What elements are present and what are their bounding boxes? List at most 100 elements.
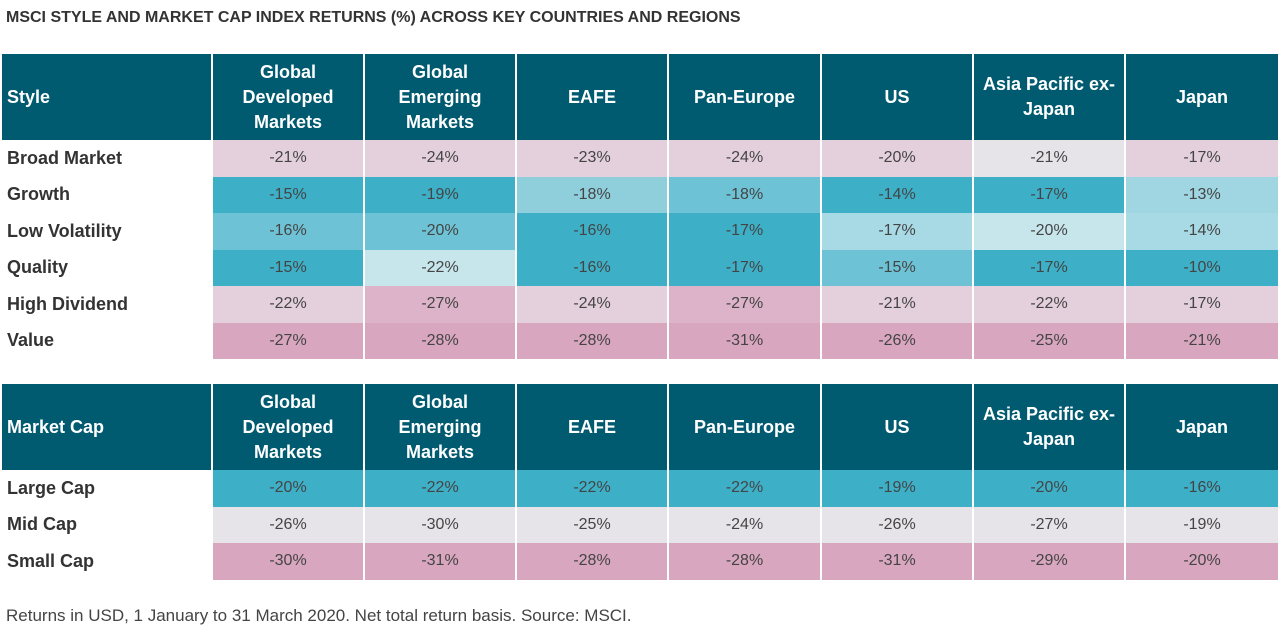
column-header-asia-pacific-ex-japan: Asia Pacific ex-Japan bbox=[972, 384, 1125, 470]
heat-cell-low-volatility-asia-pacific-ex-japan: -20% bbox=[973, 213, 1125, 250]
heat-cell-value-global-emerging-markets: -28% bbox=[364, 322, 516, 359]
heat-cell-large-cap-eafe: -22% bbox=[516, 470, 668, 507]
column-header-japan: Japan bbox=[1124, 54, 1278, 140]
heat-cell-high-dividend-pan-europe: -27% bbox=[668, 286, 821, 323]
table-row-small-cap: Small Cap -30% -31% -28% -28% -31% -29% -20% bbox=[2, 543, 1278, 580]
heat-cell-high-dividend-eafe: -24% bbox=[516, 286, 668, 323]
heat-cell-mid-cap-global-developed-markets: -26% bbox=[212, 506, 364, 543]
heat-cell-value-global-developed-markets: -27% bbox=[212, 322, 364, 359]
heat-cell-low-volatility-japan: -14% bbox=[1125, 213, 1278, 250]
heat-cell-mid-cap-japan: -19% bbox=[1125, 506, 1278, 543]
heat-cell-broad-market-global-developed-markets: -21% bbox=[212, 140, 364, 177]
row-label: Low Volatility bbox=[2, 213, 212, 250]
heat-cell-growth-eafe: -18% bbox=[516, 176, 668, 213]
heat-cell-small-cap-us: -31% bbox=[821, 543, 973, 580]
column-header-us: US bbox=[820, 384, 973, 470]
table-row-quality: Quality -15% -22% -16% -17% -15% -17% -10% bbox=[2, 249, 1278, 286]
row-label: Small Cap bbox=[2, 543, 212, 580]
heat-cell-growth-pan-europe: -18% bbox=[668, 176, 821, 213]
heat-cell-mid-cap-asia-pacific-ex-japan: -27% bbox=[973, 506, 1125, 543]
column-header-global-emerging-markets: Global Emerging Markets bbox=[363, 54, 516, 140]
row-header-style: Style bbox=[2, 54, 212, 140]
heat-cell-mid-cap-us: -26% bbox=[821, 506, 973, 543]
style-returns-table: Style Global Developed Markets Global Emer… bbox=[2, 54, 1278, 359]
column-header-global-emerging-markets: Global Emerging Markets bbox=[363, 384, 516, 470]
heat-cell-large-cap-global-developed-markets: -20% bbox=[212, 470, 364, 507]
heat-cell-mid-cap-pan-europe: -24% bbox=[668, 506, 821, 543]
column-header-eafe: EAFE bbox=[515, 384, 668, 470]
heat-cell-high-dividend-global-emerging-markets: -27% bbox=[364, 286, 516, 323]
heat-cell-low-volatility-pan-europe: -17% bbox=[668, 213, 821, 250]
row-label: Large Cap bbox=[2, 470, 212, 507]
heat-cell-quality-asia-pacific-ex-japan: -17% bbox=[973, 249, 1125, 286]
heat-cell-growth-global-developed-markets: -15% bbox=[212, 176, 364, 213]
heat-cell-low-volatility-global-emerging-markets: -20% bbox=[364, 213, 516, 250]
heat-cell-broad-market-pan-europe: -24% bbox=[668, 140, 821, 177]
chart-title: MSCI STYLE AND MARKET CAP INDEX RETURNS … bbox=[6, 9, 741, 26]
heat-cell-low-volatility-global-developed-markets: -16% bbox=[212, 213, 364, 250]
source-footnote: Returns in USD, 1 January to 31 March 20… bbox=[6, 606, 632, 625]
table-row-high-dividend: High Dividend -22% -27% -24% -27% -21% -22% -17… bbox=[2, 286, 1278, 323]
column-header-global-developed-markets: Global Developed Markets bbox=[211, 384, 364, 470]
heat-cell-value-pan-europe: -31% bbox=[668, 322, 821, 359]
table-row-broad-market: Broad Market -21% -24% -23% -24% -20% -21% -17% bbox=[2, 140, 1278, 177]
heat-cell-large-cap-global-emerging-markets: -22% bbox=[364, 470, 516, 507]
market-cap-returns-table: Market Cap Global Developed Markets Global… bbox=[2, 384, 1278, 580]
heat-cell-mid-cap-eafe: -25% bbox=[516, 506, 668, 543]
heat-cell-large-cap-us: -19% bbox=[821, 470, 973, 507]
table-row-mid-cap: Mid Cap -26% -30% -25% -24% -26% -27% -19% bbox=[2, 506, 1278, 543]
heat-cell-small-cap-eafe: -28% bbox=[516, 543, 668, 580]
column-header-pan-europe: Pan-Europe bbox=[667, 384, 821, 470]
heat-cell-broad-market-eafe: -23% bbox=[516, 140, 668, 177]
heat-cell-broad-market-global-emerging-markets: -24% bbox=[364, 140, 516, 177]
heat-cell-broad-market-asia-pacific-ex-japan: -21% bbox=[973, 140, 1125, 177]
heat-cell-growth-japan: -13% bbox=[1125, 176, 1278, 213]
heat-cell-value-asia-pacific-ex-japan: -25% bbox=[973, 322, 1125, 359]
heat-cell-high-dividend-asia-pacific-ex-japan: -22% bbox=[973, 286, 1125, 323]
heat-cell-small-cap-global-emerging-markets: -31% bbox=[364, 543, 516, 580]
heat-cell-value-eafe: -28% bbox=[516, 322, 668, 359]
table-row-low-volatility: Low Volatility -16% -20% -16% -17% -17% -20% -1… bbox=[2, 213, 1278, 250]
heat-cell-quality-global-developed-markets: -15% bbox=[212, 249, 364, 286]
heat-cell-high-dividend-us: -21% bbox=[821, 286, 973, 323]
column-header-eafe: EAFE bbox=[515, 54, 668, 140]
row-label: Value bbox=[2, 322, 212, 359]
heat-cell-high-dividend-japan: -17% bbox=[1125, 286, 1278, 323]
heat-cell-small-cap-pan-europe: -28% bbox=[668, 543, 821, 580]
heat-cell-quality-eafe: -16% bbox=[516, 249, 668, 286]
heat-cell-high-dividend-global-developed-markets: -22% bbox=[212, 286, 364, 323]
table-row-large-cap: Large Cap -20% -22% -22% -22% -19% -20% -16% bbox=[2, 470, 1278, 507]
heat-cell-small-cap-global-developed-markets: -30% bbox=[212, 543, 364, 580]
heat-cell-mid-cap-global-emerging-markets: -30% bbox=[364, 506, 516, 543]
heat-cell-growth-us: -14% bbox=[821, 176, 973, 213]
heat-cell-quality-pan-europe: -17% bbox=[668, 249, 821, 286]
heat-cell-small-cap-japan: -20% bbox=[1125, 543, 1278, 580]
row-label: Mid Cap bbox=[2, 506, 212, 543]
table-row-growth: Growth -15% -19% -18% -18% -14% -17% -13% bbox=[2, 176, 1278, 213]
heat-cell-large-cap-asia-pacific-ex-japan: -20% bbox=[973, 470, 1125, 507]
row-label: High Dividend bbox=[2, 286, 212, 323]
heat-cell-growth-asia-pacific-ex-japan: -17% bbox=[973, 176, 1125, 213]
column-header-global-developed-markets: Global Developed Markets bbox=[211, 54, 364, 140]
header-row: Market Cap Global Developed Markets Global… bbox=[2, 384, 1278, 470]
table-row-value: Value -27% -28% -28% -31% -26% -25% -21% bbox=[2, 322, 1278, 359]
row-label: Quality bbox=[2, 249, 212, 286]
heat-cell-broad-market-japan: -17% bbox=[1125, 140, 1278, 177]
row-label: Growth bbox=[2, 176, 212, 213]
heat-cell-low-volatility-eafe: -16% bbox=[516, 213, 668, 250]
heat-cell-quality-us: -15% bbox=[821, 249, 973, 286]
heat-cell-quality-japan: -10% bbox=[1125, 249, 1278, 286]
row-header-market-cap: Market Cap bbox=[2, 384, 212, 470]
heat-cell-broad-market-us: -20% bbox=[821, 140, 973, 177]
column-header-asia-pacific-ex-japan: Asia Pacific ex-Japan bbox=[972, 54, 1125, 140]
heat-cell-large-cap-japan: -16% bbox=[1125, 470, 1278, 507]
heat-cell-low-volatility-us: -17% bbox=[821, 213, 973, 250]
column-header-pan-europe: Pan-Europe bbox=[667, 54, 821, 140]
heat-cell-small-cap-asia-pacific-ex-japan: -29% bbox=[973, 543, 1125, 580]
row-label: Broad Market bbox=[2, 140, 212, 177]
header-row: Style Global Developed Markets Global Emer… bbox=[2, 54, 1278, 140]
heat-cell-value-us: -26% bbox=[821, 322, 973, 359]
heat-cell-growth-global-emerging-markets: -19% bbox=[364, 176, 516, 213]
heat-cell-large-cap-pan-europe: -22% bbox=[668, 470, 821, 507]
column-header-japan: Japan bbox=[1124, 384, 1278, 470]
